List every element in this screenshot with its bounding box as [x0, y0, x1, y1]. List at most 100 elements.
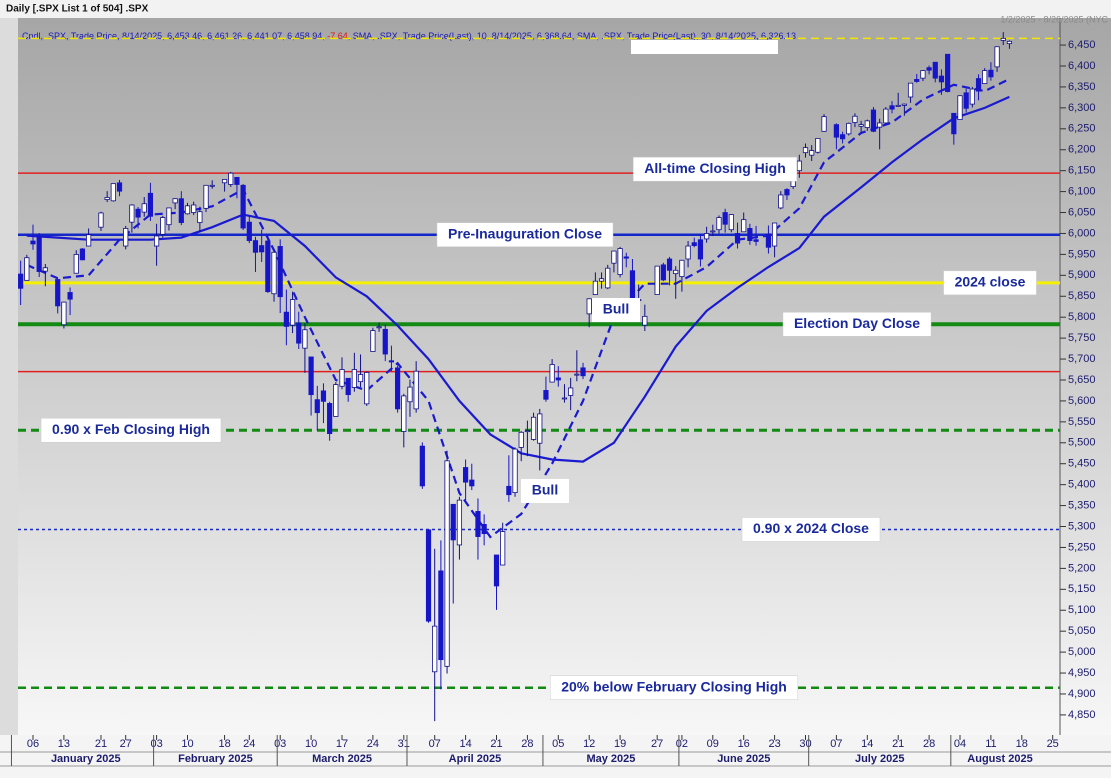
month-label: August 2025	[967, 753, 1032, 765]
candle-body	[611, 250, 617, 264]
candle-body	[246, 221, 252, 241]
candle-body	[104, 197, 110, 200]
candle-body	[1000, 37, 1006, 41]
candle-body	[586, 298, 592, 315]
candle-body	[530, 416, 537, 440]
candle-body	[506, 485, 512, 496]
plot-background	[18, 18, 1111, 735]
candle-body	[945, 53, 951, 92]
x-tick-label: 24	[243, 738, 255, 750]
candle-body	[382, 328, 388, 355]
candle-body	[432, 625, 438, 673]
x-tick-label: 23	[768, 738, 780, 750]
x-tick-label: 05	[552, 738, 564, 750]
candle-body	[289, 299, 296, 326]
month-label: May 2025	[586, 753, 635, 765]
candle-body	[982, 70, 988, 84]
x-tick-label: 14	[459, 738, 471, 750]
candle-body	[30, 240, 36, 245]
x-tick-label: 11	[985, 738, 996, 750]
month-label: April 2025	[449, 753, 502, 765]
candle-body	[265, 240, 271, 293]
candle-body	[481, 524, 487, 535]
candle-body	[252, 240, 259, 253]
candle-body	[221, 179, 228, 184]
candle-body	[444, 460, 450, 667]
candle-body	[376, 326, 382, 329]
candle-body	[147, 192, 154, 217]
y-tick-label: 4,900	[1068, 688, 1096, 700]
candle-body	[864, 120, 870, 128]
candle-body	[722, 212, 728, 225]
candle-body	[67, 292, 73, 300]
candle-body	[42, 267, 48, 272]
candle-body	[178, 198, 184, 223]
y-tick-label: 6,150	[1068, 165, 1096, 177]
y-tick-label: 5,550	[1068, 416, 1096, 428]
redaction-box	[631, 40, 778, 54]
reference-label: Election Day Close	[794, 315, 920, 331]
candle-body	[184, 205, 191, 215]
y-tick-label: 6,200	[1068, 144, 1096, 156]
candle-body	[716, 217, 722, 231]
candle-body	[518, 431, 524, 448]
candle-body	[24, 257, 30, 281]
candle-body	[351, 369, 357, 388]
x-tick-label: 03	[274, 738, 286, 750]
y-tick-label: 6,450	[1068, 39, 1096, 51]
reference-label-box	[782, 312, 932, 337]
candle-body	[543, 390, 549, 400]
y-tick-label: 5,200	[1068, 562, 1096, 574]
candle-body	[259, 245, 265, 253]
candle-body	[339, 369, 345, 387]
x-tick-label: 10	[305, 738, 317, 750]
candle-body	[166, 207, 172, 226]
candle-body	[98, 212, 104, 228]
candle-body	[728, 214, 734, 231]
reference-label-box	[943, 270, 1037, 296]
candle-body	[197, 211, 203, 223]
candle-body	[734, 233, 741, 244]
x-tick-label: 30	[799, 738, 811, 750]
candle-body	[654, 265, 660, 295]
candle-body	[796, 160, 802, 172]
candle-body	[574, 373, 580, 376]
y-tick-label: 5,050	[1068, 625, 1096, 637]
candle-body	[957, 95, 963, 120]
annotation-box	[592, 298, 640, 322]
candle-body	[110, 183, 116, 202]
legend-text: , SMA, .SPX, Trade Price(Last), 10, 8/14…	[348, 31, 796, 41]
y-tick-label: 6,100	[1068, 186, 1096, 198]
x-tick-label: 02	[676, 738, 688, 750]
x-tick-label: 16	[738, 738, 750, 750]
candle-body	[846, 122, 852, 135]
y-tick-label: 5,700	[1068, 353, 1096, 365]
x-tick-label: 12	[583, 738, 595, 750]
candle-body	[592, 280, 598, 295]
candle-body	[697, 239, 704, 260]
month-label: July 2025	[855, 753, 905, 765]
candle-body	[642, 315, 648, 326]
candle-body	[988, 69, 994, 78]
candle-body	[36, 235, 42, 272]
x-tick-label: 24	[367, 738, 379, 750]
candle-body	[605, 267, 611, 289]
candle-body	[710, 230, 716, 233]
candle-body	[852, 115, 858, 123]
candle-body	[920, 70, 926, 79]
y-tick-label: 5,250	[1068, 541, 1096, 553]
sma-line	[26, 78, 1010, 539]
header-bar	[0, 0, 1111, 18]
candle-body	[438, 570, 444, 661]
annotation: Bull	[603, 301, 629, 317]
candle-body	[778, 194, 784, 209]
candle-body	[18, 273, 24, 289]
legend: Cndl, .SPX, Trade Price, 8/14/2025, 6,45…	[22, 31, 796, 41]
x-tick-label: 19	[614, 738, 626, 750]
reference-label-box	[549, 675, 799, 700]
x-tick-label: 18	[1016, 738, 1028, 750]
candle-body	[413, 370, 419, 410]
y-tick-label: 4,850	[1068, 709, 1096, 721]
candle-body	[512, 448, 518, 494]
month-label: March 2025	[312, 753, 372, 765]
